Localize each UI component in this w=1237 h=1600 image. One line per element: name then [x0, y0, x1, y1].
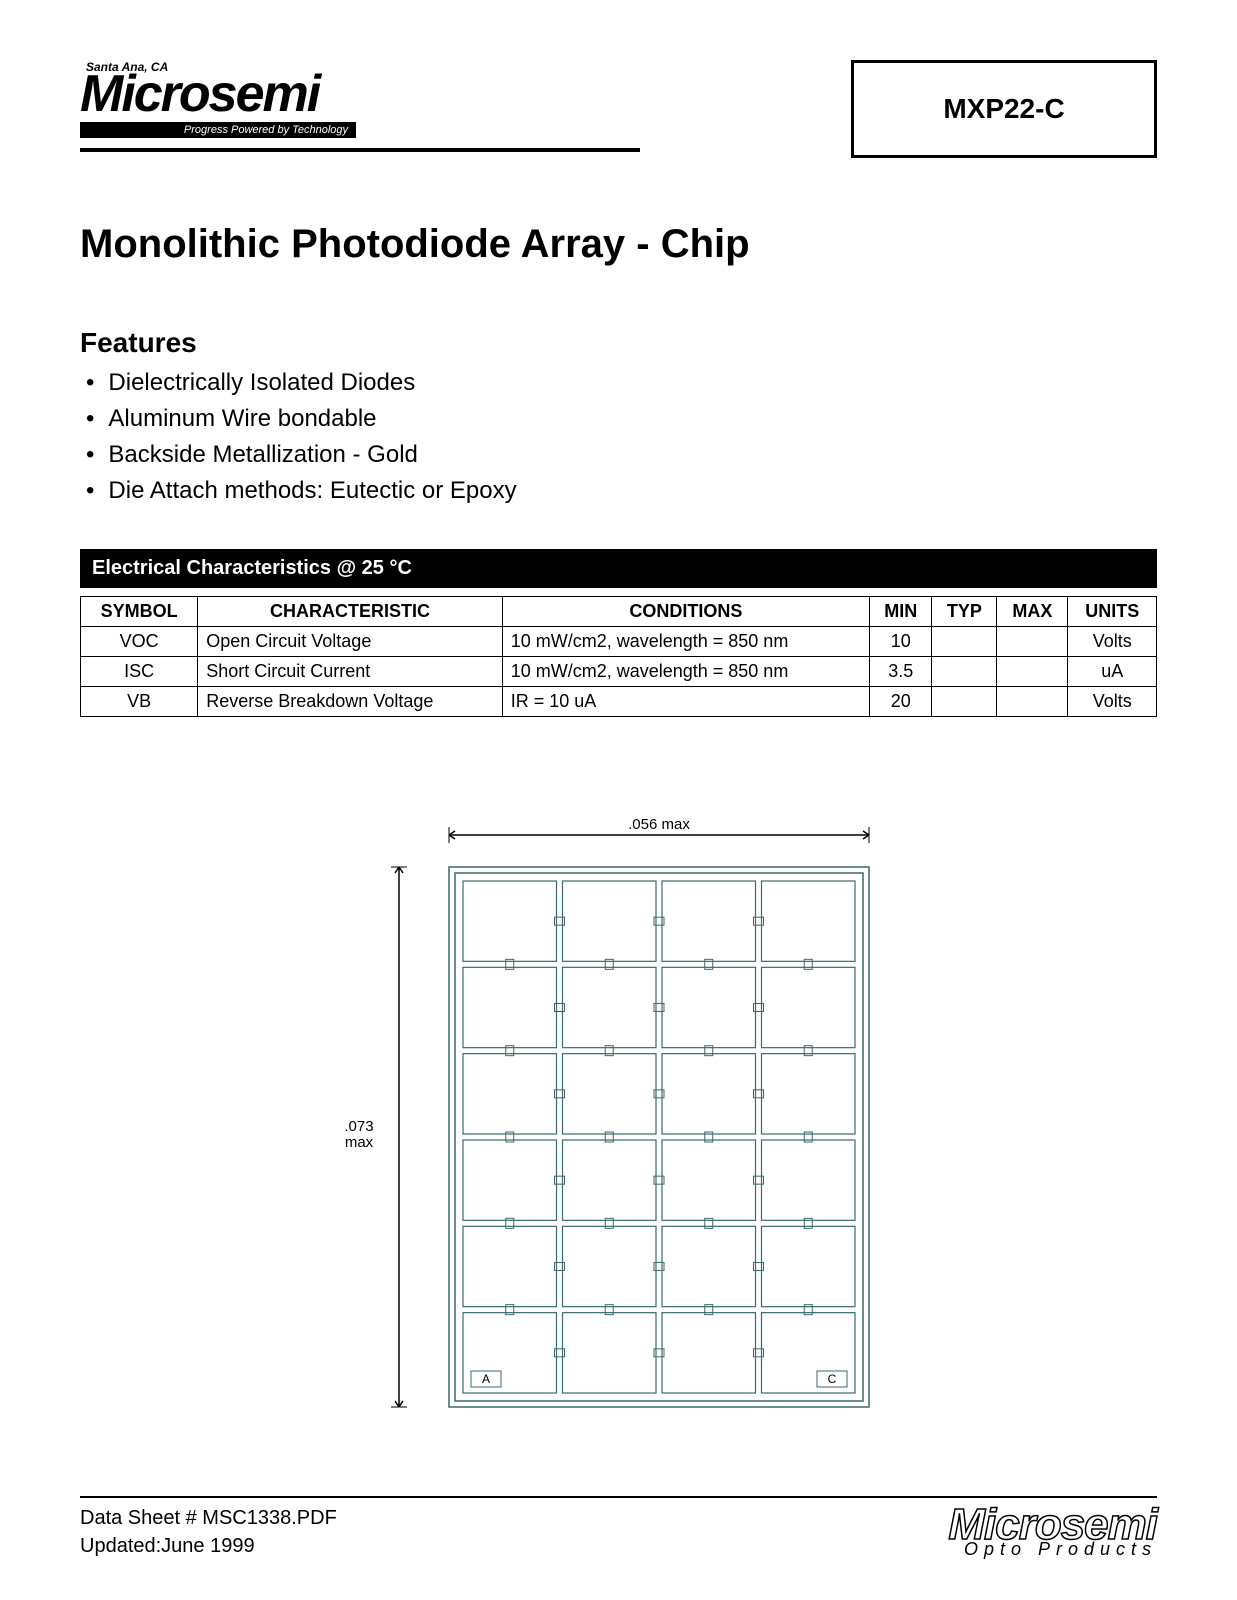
table-row: ISCShort Circuit Current10 mW/cm2, wavel…	[81, 657, 1157, 687]
table-row: VOCOpen Circuit Voltage10 mW/cm2, wavele…	[81, 627, 1157, 657]
table-cell	[932, 687, 997, 717]
page-title: Monolithic Photodiode Array - Chip	[80, 222, 1157, 267]
table-cell: 10 mW/cm2, wavelength = 850 nm	[502, 657, 869, 687]
col-max: MAX	[997, 597, 1068, 627]
logo-tagline: Progress Powered by Technology	[80, 122, 356, 138]
table-cell: IR = 10 uA	[502, 687, 869, 717]
table-row: VBReverse Breakdown VoltageIR = 10 uA20 V…	[81, 687, 1157, 717]
table-header-row: SYMBOL CHARACTERISTIC CONDITIONS MIN TYP…	[81, 597, 1157, 627]
table-cell: 3.5	[870, 657, 932, 687]
table-cell: 10	[870, 627, 932, 657]
svg-text:max: max	[344, 1134, 373, 1151]
svg-text:.073: .073	[344, 1118, 373, 1135]
table-cell: uA	[1068, 657, 1157, 687]
table-cell: Volts	[1068, 627, 1157, 657]
header-rule	[80, 148, 640, 152]
feature-item: Dielectrically Isolated Diodes	[80, 365, 1157, 401]
col-typ: TYP	[932, 597, 997, 627]
company-logo: Santa Ana, CA Microsemi Progress Powered…	[80, 60, 640, 138]
electrical-section-bar: Electrical Characteristics @ 25 °C	[80, 549, 1157, 588]
datasheet-id: Data Sheet # MSC1338.PDF	[80, 1504, 337, 1532]
spec-table: SYMBOL CHARACTERISTIC CONDITIONS MIN TYP…	[80, 596, 1157, 717]
die-svg: .056 max .073max A C	[299, 807, 939, 1447]
svg-text:A: A	[481, 1372, 489, 1386]
feature-item: Die Attach methods: Eutectic or Epoxy	[80, 473, 1157, 509]
table-cell: ISC	[81, 657, 198, 687]
table-cell: 20	[870, 687, 932, 717]
svg-text:C: C	[827, 1372, 836, 1386]
table-cell	[997, 687, 1068, 717]
table-cell: VB	[81, 687, 198, 717]
svg-text:.056 max: .056 max	[628, 816, 690, 833]
updated-date: Updated:June 1999	[80, 1532, 337, 1560]
table-cell: 10 mW/cm2, wavelength = 850 nm	[502, 627, 869, 657]
table-cell	[932, 627, 997, 657]
col-symbol: SYMBOL	[81, 597, 198, 627]
col-min: MIN	[870, 597, 932, 627]
part-number-box: MXP22-C	[851, 60, 1157, 158]
logo-name: Microsemi	[80, 68, 640, 120]
col-conditions: CONDITIONS	[502, 597, 869, 627]
die-diagram: .056 max .073max A C	[80, 807, 1157, 1447]
feature-item: Aluminum Wire bondable	[80, 401, 1157, 437]
table-cell: Volts	[1068, 687, 1157, 717]
table-cell: Reverse Breakdown Voltage	[198, 687, 502, 717]
header: Santa Ana, CA Microsemi Progress Powered…	[80, 60, 1157, 182]
features-heading: Features	[80, 327, 1157, 359]
col-units: UNITS	[1068, 597, 1157, 627]
table-cell	[997, 657, 1068, 687]
table-cell: VOC	[81, 627, 198, 657]
footer: Data Sheet # MSC1338.PDF Updated:June 19…	[80, 1496, 1157, 1560]
features-list: Dielectrically Isolated Diodes Aluminum …	[80, 365, 1157, 509]
col-characteristic: CHARACTERISTIC	[198, 597, 502, 627]
table-cell: Open Circuit Voltage	[198, 627, 502, 657]
table-cell	[997, 627, 1068, 657]
footer-logo-sub: Opto Products	[948, 1539, 1157, 1560]
table-cell	[932, 657, 997, 687]
feature-item: Backside Metallization - Gold	[80, 437, 1157, 473]
part-number: MXP22-C	[943, 93, 1064, 124]
table-cell: Short Circuit Current	[198, 657, 502, 687]
